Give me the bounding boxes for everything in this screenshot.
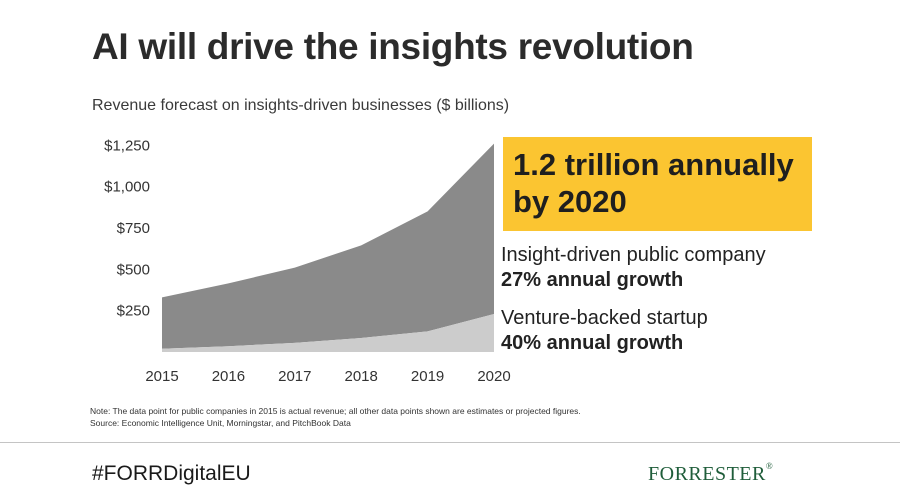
- chart-note: Note: The data point for public companie…: [90, 406, 581, 416]
- y-tick-label: $1,000: [104, 179, 150, 196]
- chart-source: Source: Economic Intelligence Unit, Morn…: [90, 418, 351, 428]
- forrester-logo: Forrester®: [648, 455, 773, 488]
- series-growth-startup: 40% annual growth: [501, 332, 684, 354]
- registered-mark: ®: [765, 461, 774, 471]
- x-tick-label: 2019: [411, 368, 444, 385]
- series-label-public: Insight-driven public company: [501, 244, 766, 266]
- x-tick-label: 2015: [145, 368, 178, 385]
- series-label-startup: Venture-backed startup: [501, 307, 708, 329]
- slide-title: AI will drive the insights revolution: [92, 26, 694, 67]
- area-venture-backed-startup: [162, 313, 494, 352]
- y-tick-label: $250: [117, 303, 150, 320]
- y-tick-label: $1,250: [104, 137, 150, 154]
- x-tick-label: 2018: [345, 368, 378, 385]
- footer-divider: [0, 442, 900, 443]
- event-hashtag: #FORRDigitalEU: [92, 462, 251, 485]
- x-tick-label: 2017: [278, 368, 311, 385]
- callout-line-1: 1.2 trillion annually: [513, 147, 794, 182]
- callout-line-2: by 2020: [513, 184, 627, 219]
- area-insight-driven-public-company: [162, 143, 494, 349]
- logo-wordmark: Forrester: [648, 455, 766, 487]
- series-growth-public: 27% annual growth: [501, 269, 684, 291]
- chart-subtitle: Revenue forecast on insights-driven busi…: [92, 97, 510, 114]
- callout-box: 1.2 trillion annually by 2020: [503, 137, 812, 231]
- x-tick-label: 2016: [212, 368, 245, 385]
- y-tick-label: $750: [117, 220, 150, 237]
- y-tick-label: $500: [117, 261, 150, 278]
- x-tick-label: 2020: [477, 368, 510, 385]
